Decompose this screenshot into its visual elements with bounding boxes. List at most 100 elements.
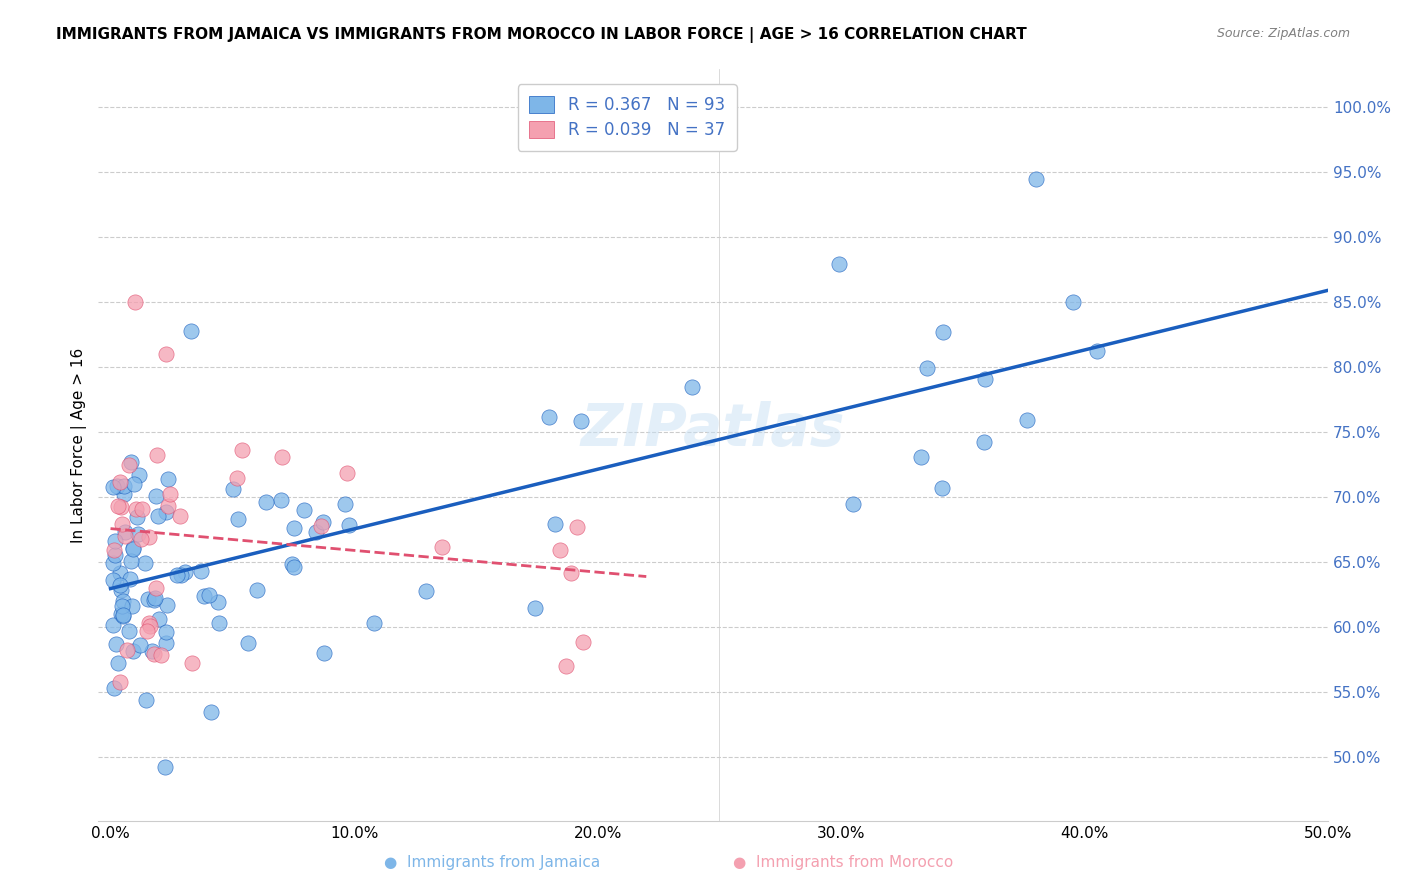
Immigrants from Jamaica [121,541,143,555]
Immigrants from Morocco [159,487,181,501]
Immigrants from Jamaica [128,468,150,483]
Immigrants from Jamaica [932,325,955,339]
Immigrants from Jamaica [915,360,938,375]
Immigrants from Morocco [103,543,125,558]
Immigrants from Jamaica [112,487,135,501]
Immigrants from Jamaica [305,525,328,540]
Text: Source: ZipAtlas.com: Source: ZipAtlas.com [1216,27,1350,40]
Immigrants from Jamaica [155,635,177,649]
Immigrants from Morocco [157,499,180,513]
Immigrants from Jamaica [136,591,159,606]
Immigrants from Jamaica [283,521,305,535]
Immigrants from Jamaica [198,588,221,602]
Immigrants from Jamaica [103,681,125,696]
Immigrants from Morocco [155,347,177,361]
Legend: R = 0.367   N = 93, R = 0.039   N = 37: R = 0.367 N = 93, R = 0.039 N = 37 [517,85,737,151]
Immigrants from Morocco [572,635,595,649]
Immigrants from Jamaica [524,600,547,615]
Immigrants from Jamaica [415,584,437,599]
Immigrants from Jamaica [114,524,136,539]
Immigrants from Morocco [136,624,159,638]
Immigrants from Jamaica [103,556,125,570]
Immigrants from Jamaica [337,518,360,533]
Text: ●  Immigrants from Jamaica: ● Immigrants from Jamaica [384,855,600,870]
Immigrants from Morocco [225,471,247,485]
Immigrants from Jamaica [111,608,134,623]
Immigrants from Morocco [110,475,132,489]
Immigrants from Morocco [146,448,169,462]
Immigrants from Jamaica [543,517,565,532]
Immigrants from Jamaica [112,479,135,493]
Immigrants from Morocco [145,582,167,596]
Immigrants from Morocco [149,648,172,663]
Immigrants from Jamaica [207,595,229,609]
Immigrants from Jamaica [1085,343,1108,358]
Immigrants from Jamaica [931,481,953,495]
Immigrants from Morocco [138,619,160,633]
Immigrants from Morocco [560,566,582,580]
Immigrants from Jamaica [155,505,177,519]
Immigrants from Jamaica [246,583,269,598]
Immigrants from Jamaica [363,616,385,631]
Immigrants from Jamaica [104,533,127,548]
Immigrants from Jamaica [121,644,143,658]
Immigrants from Morocco [111,516,134,531]
Immigrants from Jamaica [270,492,292,507]
Immigrants from Jamaica [121,554,143,568]
Immigrants from Jamaica [101,573,124,587]
Immigrants from Jamaica [156,598,179,612]
Immigrants from Jamaica [101,618,124,632]
Immigrants from Jamaica [148,612,170,626]
Immigrants from Jamaica [226,511,249,525]
Immigrants from Jamaica [166,567,188,582]
Immigrants from Jamaica [141,643,163,657]
Immigrants from Jamaica [174,565,197,579]
Immigrants from Jamaica [108,566,131,581]
Immigrants from Morocco [138,615,160,630]
Immigrants from Jamaica [129,638,152,652]
Text: IMMIGRANTS FROM JAMAICA VS IMMIGRANTS FROM MOROCCO IN LABOR FORCE | AGE > 16 COR: IMMIGRANTS FROM JAMAICA VS IMMIGRANTS FR… [56,27,1026,43]
Immigrants from Morocco [110,500,132,514]
Immigrants from Jamaica [208,615,231,630]
Immigrants from Jamaica [190,564,212,578]
Immigrants from Jamaica [170,568,193,582]
Immigrants from Morocco [567,520,589,534]
Immigrants from Jamaica [111,599,134,614]
Immigrants from Jamaica [333,497,356,511]
Immigrants from Jamaica [118,624,141,639]
Immigrants from Jamaica [180,324,202,338]
Immigrants from Jamaica [122,542,145,557]
Immigrants from Jamaica [143,591,166,605]
Immigrants from Morocco [107,500,129,514]
Immigrants from Jamaica [108,578,131,592]
Immigrants from Jamaica [254,495,277,509]
Immigrants from Jamaica [280,558,302,572]
Immigrants from Jamaica [110,583,132,598]
Immigrants from Morocco [430,541,453,555]
Immigrants from Morocco [118,458,141,472]
Y-axis label: In Labor Force | Age > 16: In Labor Force | Age > 16 [72,347,87,542]
Immigrants from Jamaica [127,527,149,541]
Immigrants from Jamaica [973,435,995,450]
Immigrants from Jamaica [571,414,593,428]
Immigrants from Jamaica [135,693,157,707]
Immigrants from Morocco [138,530,160,544]
Immigrants from Jamaica [283,559,305,574]
Immigrants from Jamaica [124,476,146,491]
Immigrants from Jamaica [146,509,169,524]
Immigrants from Morocco [271,450,294,464]
Immigrants from Jamaica [681,380,703,394]
Immigrants from Jamaica [842,497,865,511]
Immigrants from Jamaica [155,625,177,640]
Immigrants from Jamaica [312,515,335,529]
Immigrants from Morocco [231,443,253,458]
Immigrants from Jamaica [538,409,561,424]
Immigrants from Jamaica [143,593,166,607]
Immigrants from Jamaica [111,593,134,607]
Immigrants from Morocco [129,532,152,546]
Immigrants from Jamaica [193,589,215,603]
Text: ●  Immigrants from Morocco: ● Immigrants from Morocco [734,855,953,870]
Immigrants from Morocco [548,542,571,557]
Immigrants from Jamaica [236,636,259,650]
Immigrants from Jamaica [134,556,156,570]
